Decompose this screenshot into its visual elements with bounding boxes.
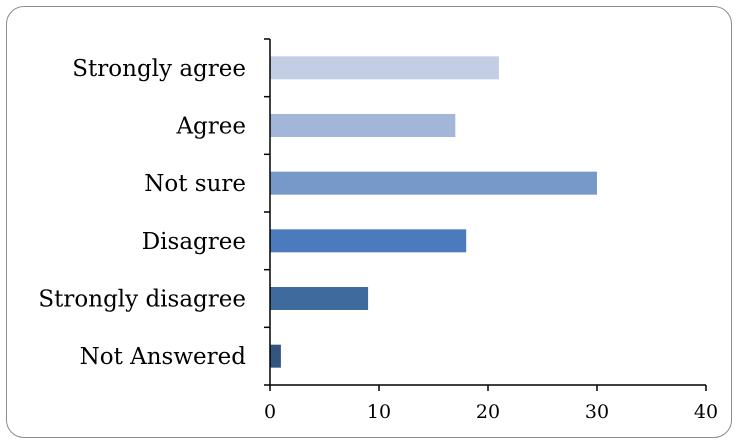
category-label: Not sure	[144, 171, 246, 197]
x-tick-label: 30	[585, 401, 609, 423]
x-tick-label: 0	[264, 401, 276, 423]
bar-not-sure	[270, 171, 597, 195]
category-label: Agree	[175, 114, 246, 140]
category-label: Not Answered	[80, 344, 247, 370]
x-tick-label: 20	[476, 401, 500, 423]
labels-layer: Strongly agree Agree Not sure Disagree Stron…	[38, 56, 718, 423]
axes-layer	[264, 38, 707, 391]
x-tick-label: 10	[367, 401, 391, 423]
bar-disagree	[270, 229, 467, 253]
category-label: Disagree	[142, 229, 246, 255]
category-label: Strongly agree	[72, 56, 246, 82]
bars-layer	[270, 56, 597, 368]
category-label: Strongly disagree	[38, 287, 246, 313]
bar-not-answered	[270, 344, 281, 368]
bar-strongly-disagree	[270, 287, 369, 310]
bar-agree	[270, 114, 456, 137]
x-tick-label: 40	[694, 401, 718, 423]
bar-strongly-agree	[270, 56, 499, 80]
